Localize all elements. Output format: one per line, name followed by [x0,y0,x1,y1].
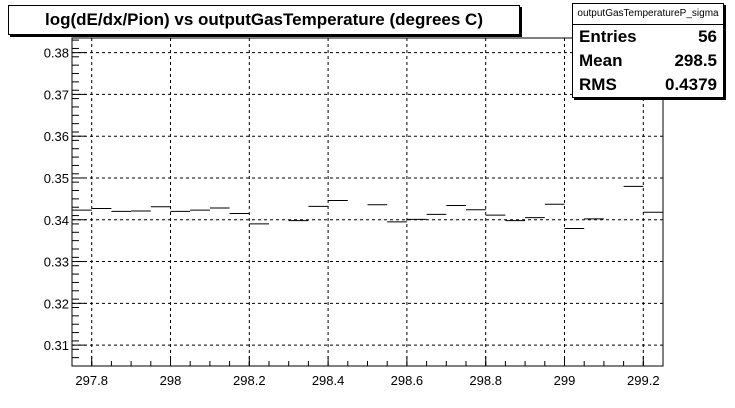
title-box: log(dE/dx/Pion) vs outputGasTemperature … [8,5,520,35]
x-tick-label: 298.8 [469,373,502,388]
x-tick-label: 298.6 [391,373,424,388]
x-tick-label: 298 [160,373,182,388]
y-tick-label: 0.38 [44,46,69,61]
x-tick-label: 298.4 [312,373,345,388]
x-tick-label: 299.2 [627,373,660,388]
x-axis-labels: 297.8 298 298.2 298.4 298.6 298.8 299 299.2 [75,373,659,388]
axis-ticks [71,39,664,367]
data-points [72,185,663,230]
stats-row-entries: Entries 56 [573,25,723,49]
chart-title: log(dE/dx/Pion) vs outputGasTemperature … [45,10,483,29]
stats-entries-label: Entries [579,27,637,46]
y-tick-label: 0.36 [44,129,69,144]
grid-lines [72,38,663,366]
stats-row-mean: Mean 298.5 [573,49,723,73]
y-tick-label: 0.32 [44,296,69,311]
y-tick-label: 0.33 [44,255,69,270]
stats-mean-label: Mean [579,51,623,70]
stats-histogram-name: outputGasTemperatureP_sigma [573,4,723,25]
y-tick-label: 0.37 [44,87,69,102]
y-axis-labels: 0.31 0.32 0.33 0.34 0.35 0.36 0.37 0.38 [44,46,69,353]
stats-rms-label: RMS [579,75,617,94]
stats-entries-value: 56 [698,27,717,46]
stats-rms-value: 0.4379 [665,75,717,94]
y-tick-label: 0.34 [44,213,69,228]
stats-box: outputGasTemperatureP_sigma Entries 56 M… [572,3,724,98]
stats-mean-value: 298.5 [674,51,717,70]
stats-row-rms: RMS 0.4379 [573,73,723,97]
y-tick-label: 0.31 [44,338,69,353]
x-tick-label: 298.2 [233,373,266,388]
y-tick-label: 0.35 [44,171,69,186]
x-tick-label: 299 [554,373,576,388]
x-tick-label: 297.8 [75,373,108,388]
